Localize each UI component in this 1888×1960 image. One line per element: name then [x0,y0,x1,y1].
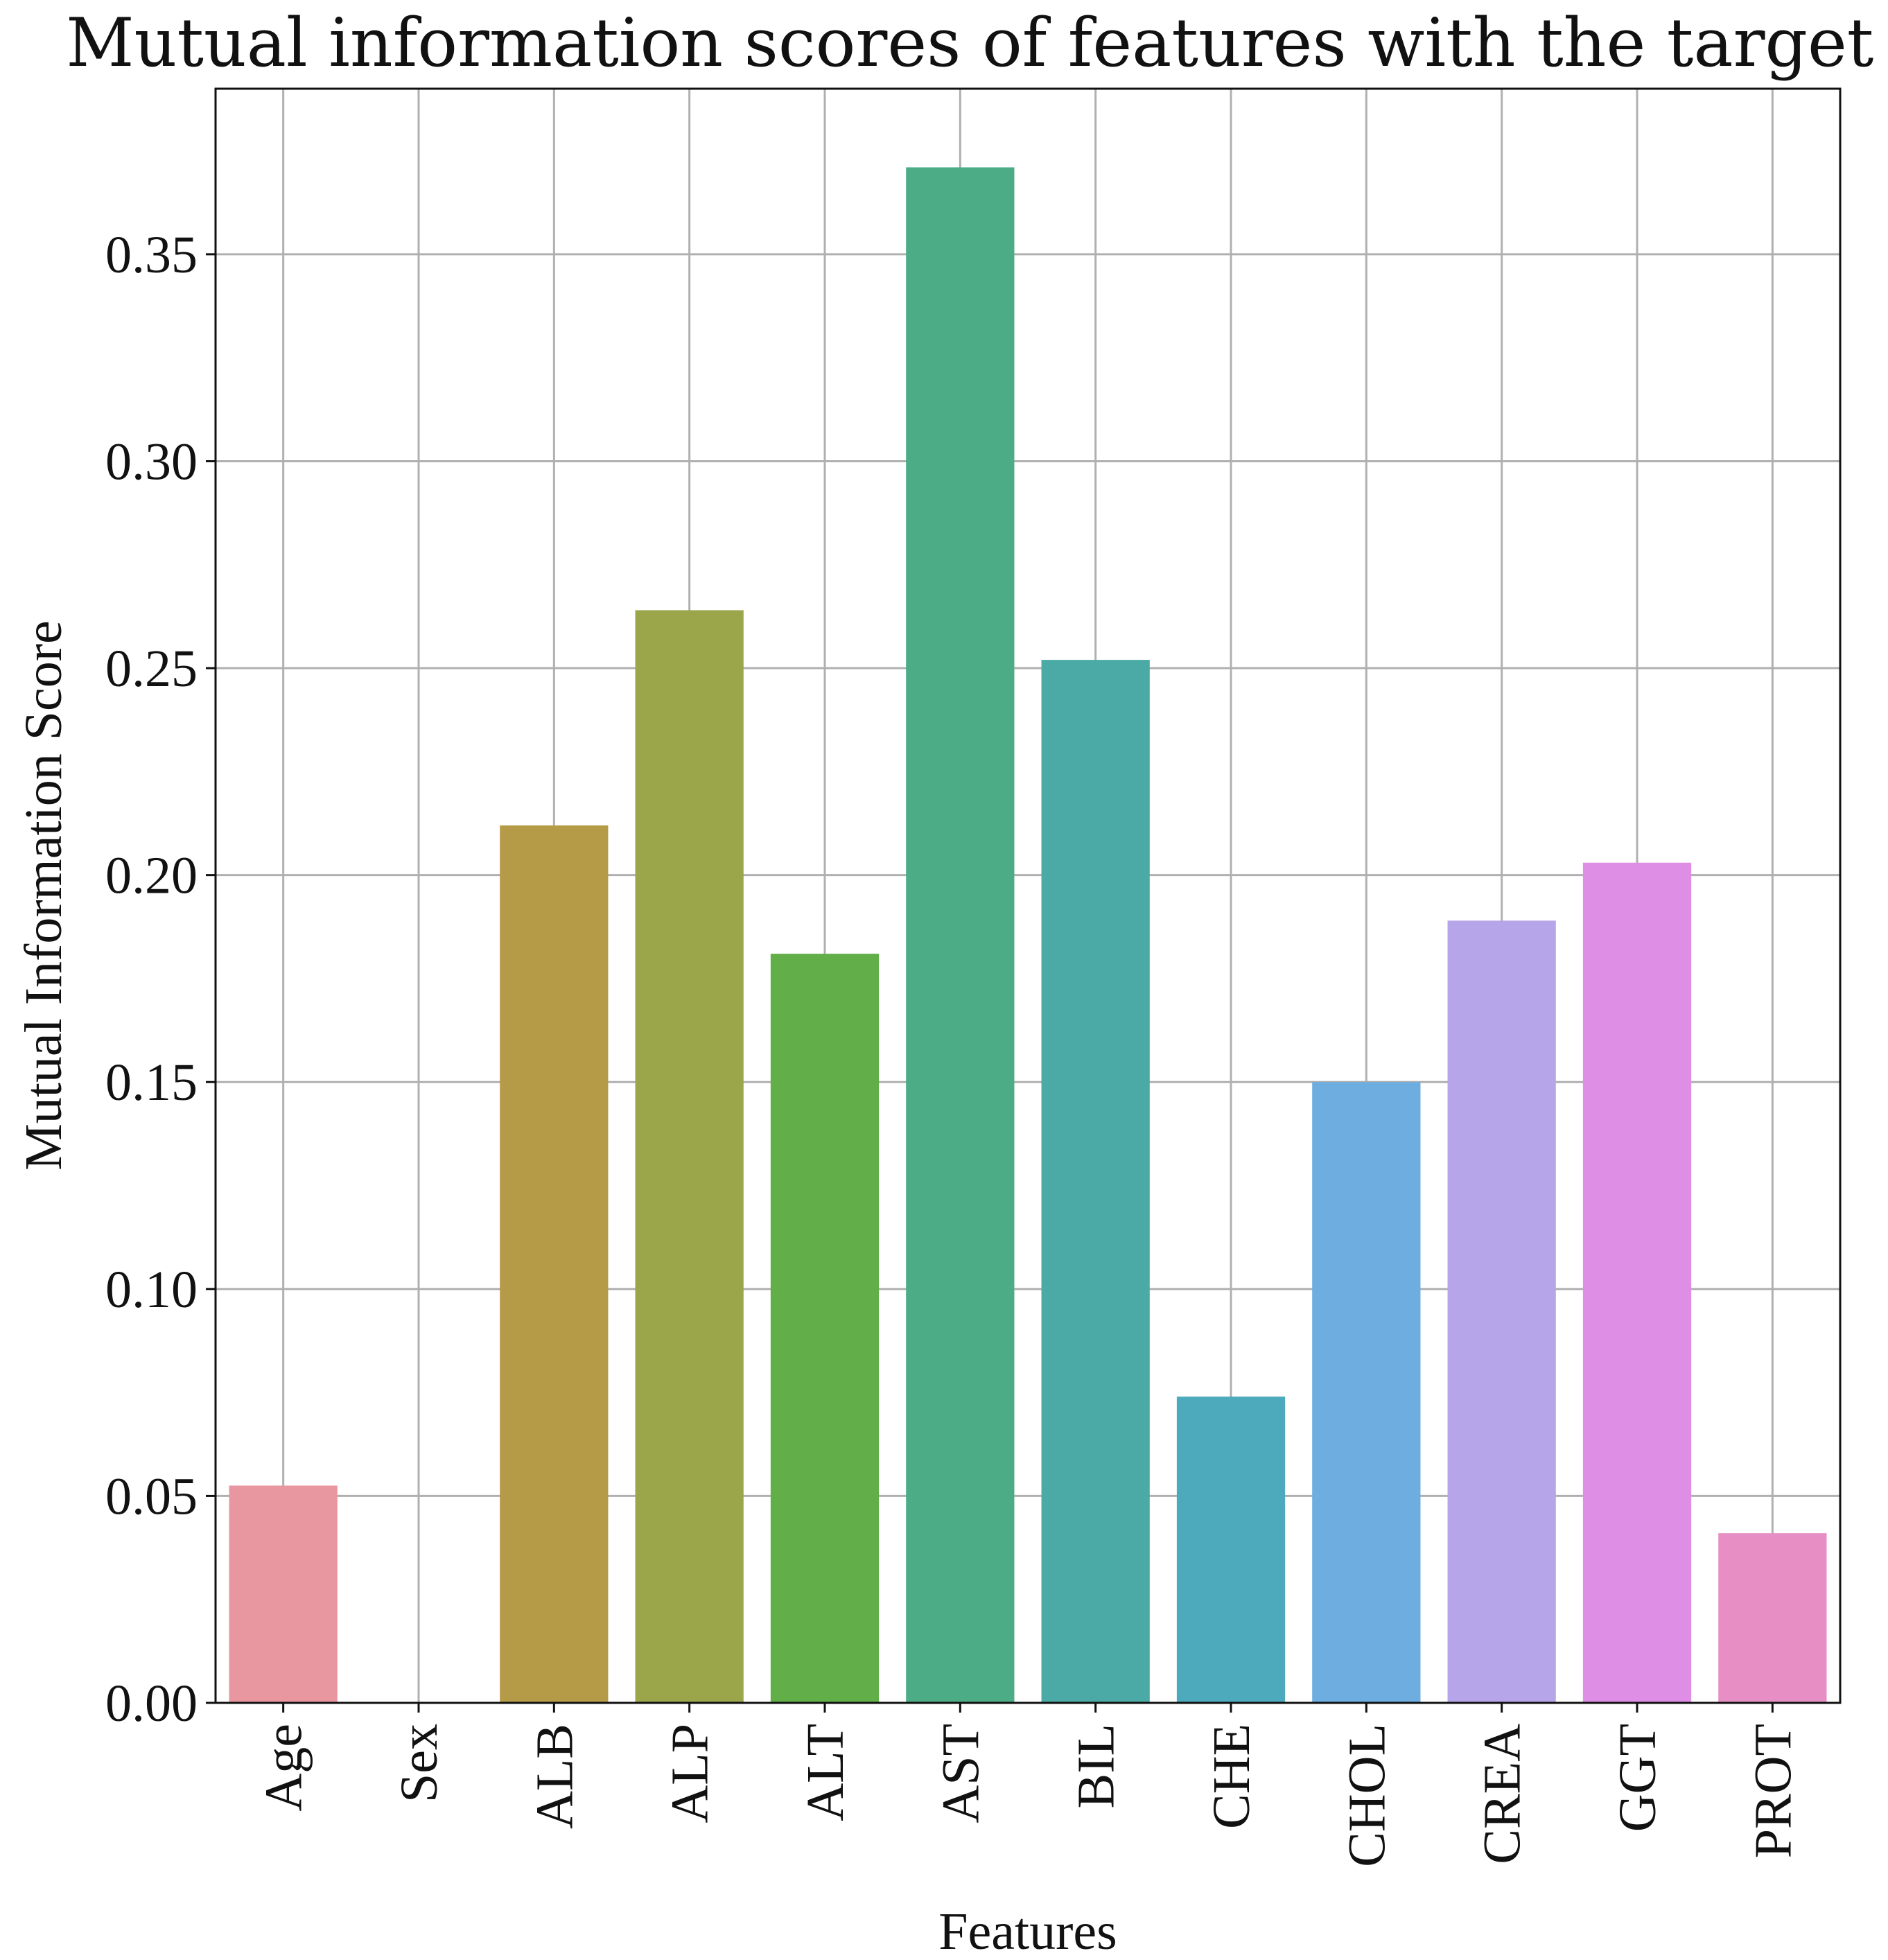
x-tick-label: ALB [525,1724,584,1829]
chart-title: Mutual information scores of features wi… [66,4,1888,82]
y-axis-label: Mutual Information Score [15,620,73,1171]
x-tick-label: CREA [1474,1724,1532,1864]
bar-chol [1312,1082,1421,1703]
y-tick-label: 0.10 [105,1261,198,1319]
x-tick-label: CHE [1203,1724,1261,1829]
x-axis-ticks: Age Sex ALB ALP ALT AST BIL CHE CHOL CREA GGT PROT [255,1703,1802,1867]
bar-che [1176,1397,1286,1703]
x-tick-label: Age [255,1724,313,1812]
x-tick-label: GGT [1609,1724,1667,1832]
bar-alp [635,610,744,1703]
y-tick-label: 0.15 [105,1053,198,1112]
x-tick-label: CHOL [1338,1724,1396,1867]
bar-alb [500,825,609,1703]
bar-crea [1447,920,1556,1703]
x-tick-label: Sex [390,1724,448,1803]
plot-frame [214,87,1842,1704]
x-tick-label: ALT [796,1724,855,1821]
y-tick-label: 0.00 [105,1674,198,1733]
x-tick-label: PROT [1744,1724,1802,1858]
bar-ast [906,167,1015,1703]
x-tick-label: ALP [661,1724,719,1823]
bars [229,167,1827,1703]
x-tick-label: AST [932,1724,990,1823]
bar-alt [770,954,880,1703]
x-tick-label: BIL [1067,1724,1126,1808]
y-tick-label: 0.35 [105,226,198,284]
y-tick-label: 0.30 [105,432,198,491]
x-axis-label: Features [938,1902,1117,1960]
bar-prot [1718,1533,1827,1703]
bar-age [229,1485,338,1703]
bar-ggt [1582,862,1692,1703]
bar-bil [1041,660,1150,1703]
y-tick-label: 0.20 [105,847,198,905]
y-tick-label: 0.05 [105,1467,198,1525]
y-tick-label: 0.25 [105,640,198,698]
y-axis-ticks: 0.00 0.05 0.10 0.15 0.20 0.25 0.30 0.35 [105,226,216,1733]
